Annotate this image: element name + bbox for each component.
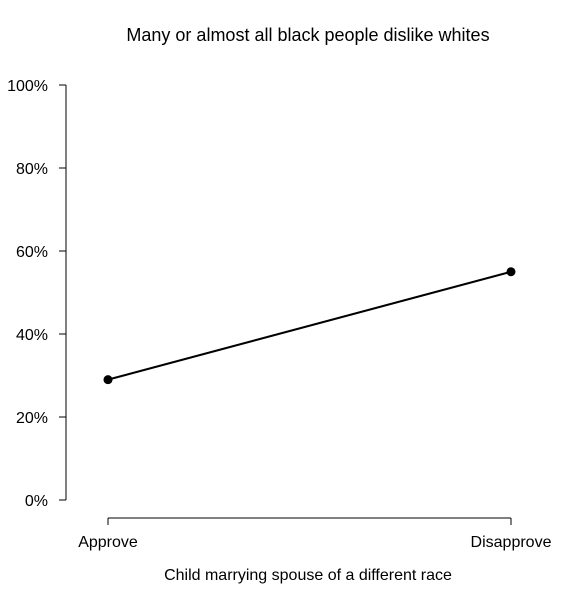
x-axis: Approve Disapprove [78,517,552,551]
x-axis-title: Child marrying spouse of a different rac… [164,567,452,584]
y-tick-label: 40% [16,327,48,344]
y-tick-label: 0% [25,493,48,510]
data-point [506,267,516,277]
y-tick-label: 80% [16,161,48,178]
series-layer [103,267,516,385]
y-tick-label: 20% [16,410,48,427]
y-tick-label: 60% [16,244,48,261]
data-point [103,375,113,385]
series-line [107,270,512,381]
x-tick-label: Disapprove [471,534,552,551]
y-axis: 0% 20% 40% 60% 80% 100% [7,78,67,510]
chart-title: Many or almost all black people dislike … [126,25,489,45]
x-tick-label: Approve [78,534,138,551]
y-tick-label: 100% [7,78,48,95]
